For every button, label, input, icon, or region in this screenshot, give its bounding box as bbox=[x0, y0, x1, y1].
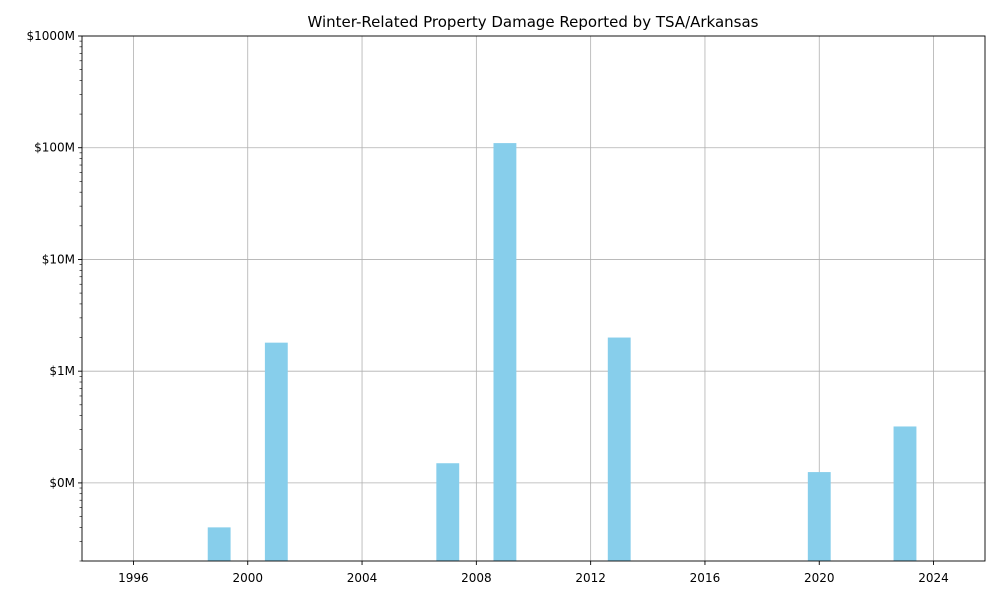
x-tick-label: 2000 bbox=[232, 571, 263, 585]
bar-2009 bbox=[493, 143, 517, 562]
y-axis: $0M $1M $10M $100M $1000M bbox=[26, 29, 82, 562]
x-tick-label: 2012 bbox=[575, 571, 606, 585]
bar-2013 bbox=[607, 337, 631, 561]
x-tick-label: 2016 bbox=[690, 571, 721, 585]
grid bbox=[82, 35, 985, 561]
x-axis: 1996 2000 2004 2008 2012 2016 2020 2024 bbox=[118, 561, 949, 585]
x-tick-label: 1996 bbox=[118, 571, 149, 585]
plot-frame bbox=[81, 35, 986, 562]
x-tick-label: 2008 bbox=[461, 571, 492, 585]
bar-1999 bbox=[207, 527, 231, 561]
x-tick-label: 2020 bbox=[804, 571, 835, 585]
chart-title: Winter-Related Property Damage Reported … bbox=[307, 13, 758, 31]
y-tick-label: $100M bbox=[34, 141, 75, 155]
x-tick-label: 2024 bbox=[918, 571, 949, 585]
bar-2007 bbox=[436, 463, 460, 561]
y-tick-label: $10M bbox=[42, 252, 75, 266]
y-tick-label: $0M bbox=[49, 476, 75, 490]
bar-2020 bbox=[807, 472, 831, 561]
bar-2023 bbox=[893, 426, 917, 561]
bar-2001 bbox=[264, 342, 288, 561]
y-tick-label: $1M bbox=[49, 364, 75, 378]
x-tick-label: 2004 bbox=[347, 571, 378, 585]
y-tick-label: $1000M bbox=[26, 29, 75, 43]
bars bbox=[207, 143, 917, 562]
